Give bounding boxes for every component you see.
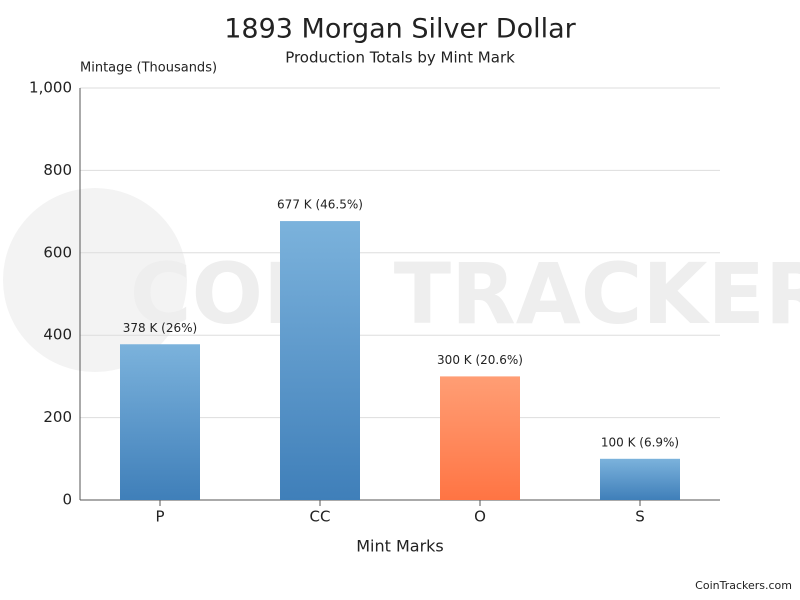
- value-label: 378 K (26%): [123, 321, 197, 335]
- x-tick-label: S: [635, 508, 645, 526]
- x-tick-label: P: [155, 508, 164, 526]
- value-label: 677 K (46.5%): [277, 198, 363, 212]
- x-tick-label: O: [474, 508, 486, 526]
- x-tick-label: CC: [310, 508, 331, 526]
- bar: [440, 376, 520, 500]
- y-tick-label: 0: [62, 491, 72, 509]
- bar: [280, 221, 360, 501]
- y-axis-label: Mintage (Thousands): [80, 61, 217, 76]
- bar: [120, 344, 200, 500]
- watermark-logo: [3, 188, 187, 372]
- value-label: 300 K (20.6%): [437, 353, 523, 367]
- chart-title: 1893 Morgan Silver Dollar: [224, 14, 576, 45]
- y-tick-label: 200: [43, 408, 72, 426]
- y-tick-label: 400: [43, 326, 72, 344]
- y-tick-label: 1,000: [29, 79, 72, 97]
- bar: [600, 458, 680, 500]
- watermark: COIN TRACKERS: [130, 245, 800, 343]
- value-label: 100 K (6.9%): [601, 435, 679, 449]
- y-tick-label: 600: [43, 243, 72, 261]
- chart-subtitle: Production Totals by Mint Mark: [285, 49, 515, 67]
- footer: CoinTrackers.com: [695, 579, 792, 592]
- x-axis-label: Mint Marks: [356, 537, 444, 556]
- y-tick-label: 800: [43, 161, 72, 179]
